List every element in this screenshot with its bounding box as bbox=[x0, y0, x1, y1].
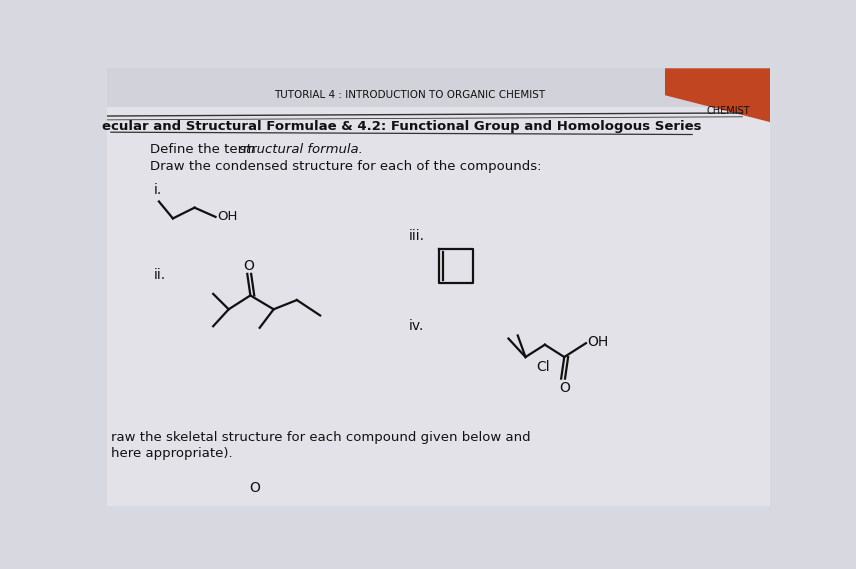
Text: OH: OH bbox=[587, 335, 609, 349]
Text: ecular and Structural Formulae & 4.2: Functional Group and Homologous Series: ecular and Structural Formulae & 4.2: Fu… bbox=[102, 119, 701, 133]
Text: ii.: ii. bbox=[153, 267, 165, 282]
Text: Draw the condensed structure for each of the compounds:: Draw the condensed structure for each of… bbox=[150, 160, 541, 174]
Bar bbox=[107, 68, 770, 107]
Text: CHEMIST: CHEMIST bbox=[706, 106, 750, 116]
Text: i.: i. bbox=[153, 183, 162, 197]
Polygon shape bbox=[665, 68, 770, 122]
Text: here appropriate).: here appropriate). bbox=[111, 447, 233, 460]
Text: Cl: Cl bbox=[537, 360, 550, 374]
Text: iii.: iii. bbox=[409, 229, 425, 243]
Text: O: O bbox=[249, 481, 259, 495]
Text: iv.: iv. bbox=[409, 319, 425, 333]
Text: TUTORIAL 4 : INTRODUCTION TO ORGANIC CHEMIST: TUTORIAL 4 : INTRODUCTION TO ORGANIC CHE… bbox=[274, 90, 544, 100]
Text: Define the term: Define the term bbox=[150, 143, 259, 156]
Text: OH: OH bbox=[217, 209, 237, 222]
Text: O: O bbox=[243, 259, 254, 273]
Text: O: O bbox=[559, 381, 570, 395]
Text: raw the skeletal structure for each compound given below and: raw the skeletal structure for each comp… bbox=[111, 431, 531, 444]
Text: structural formula.: structural formula. bbox=[239, 143, 363, 156]
